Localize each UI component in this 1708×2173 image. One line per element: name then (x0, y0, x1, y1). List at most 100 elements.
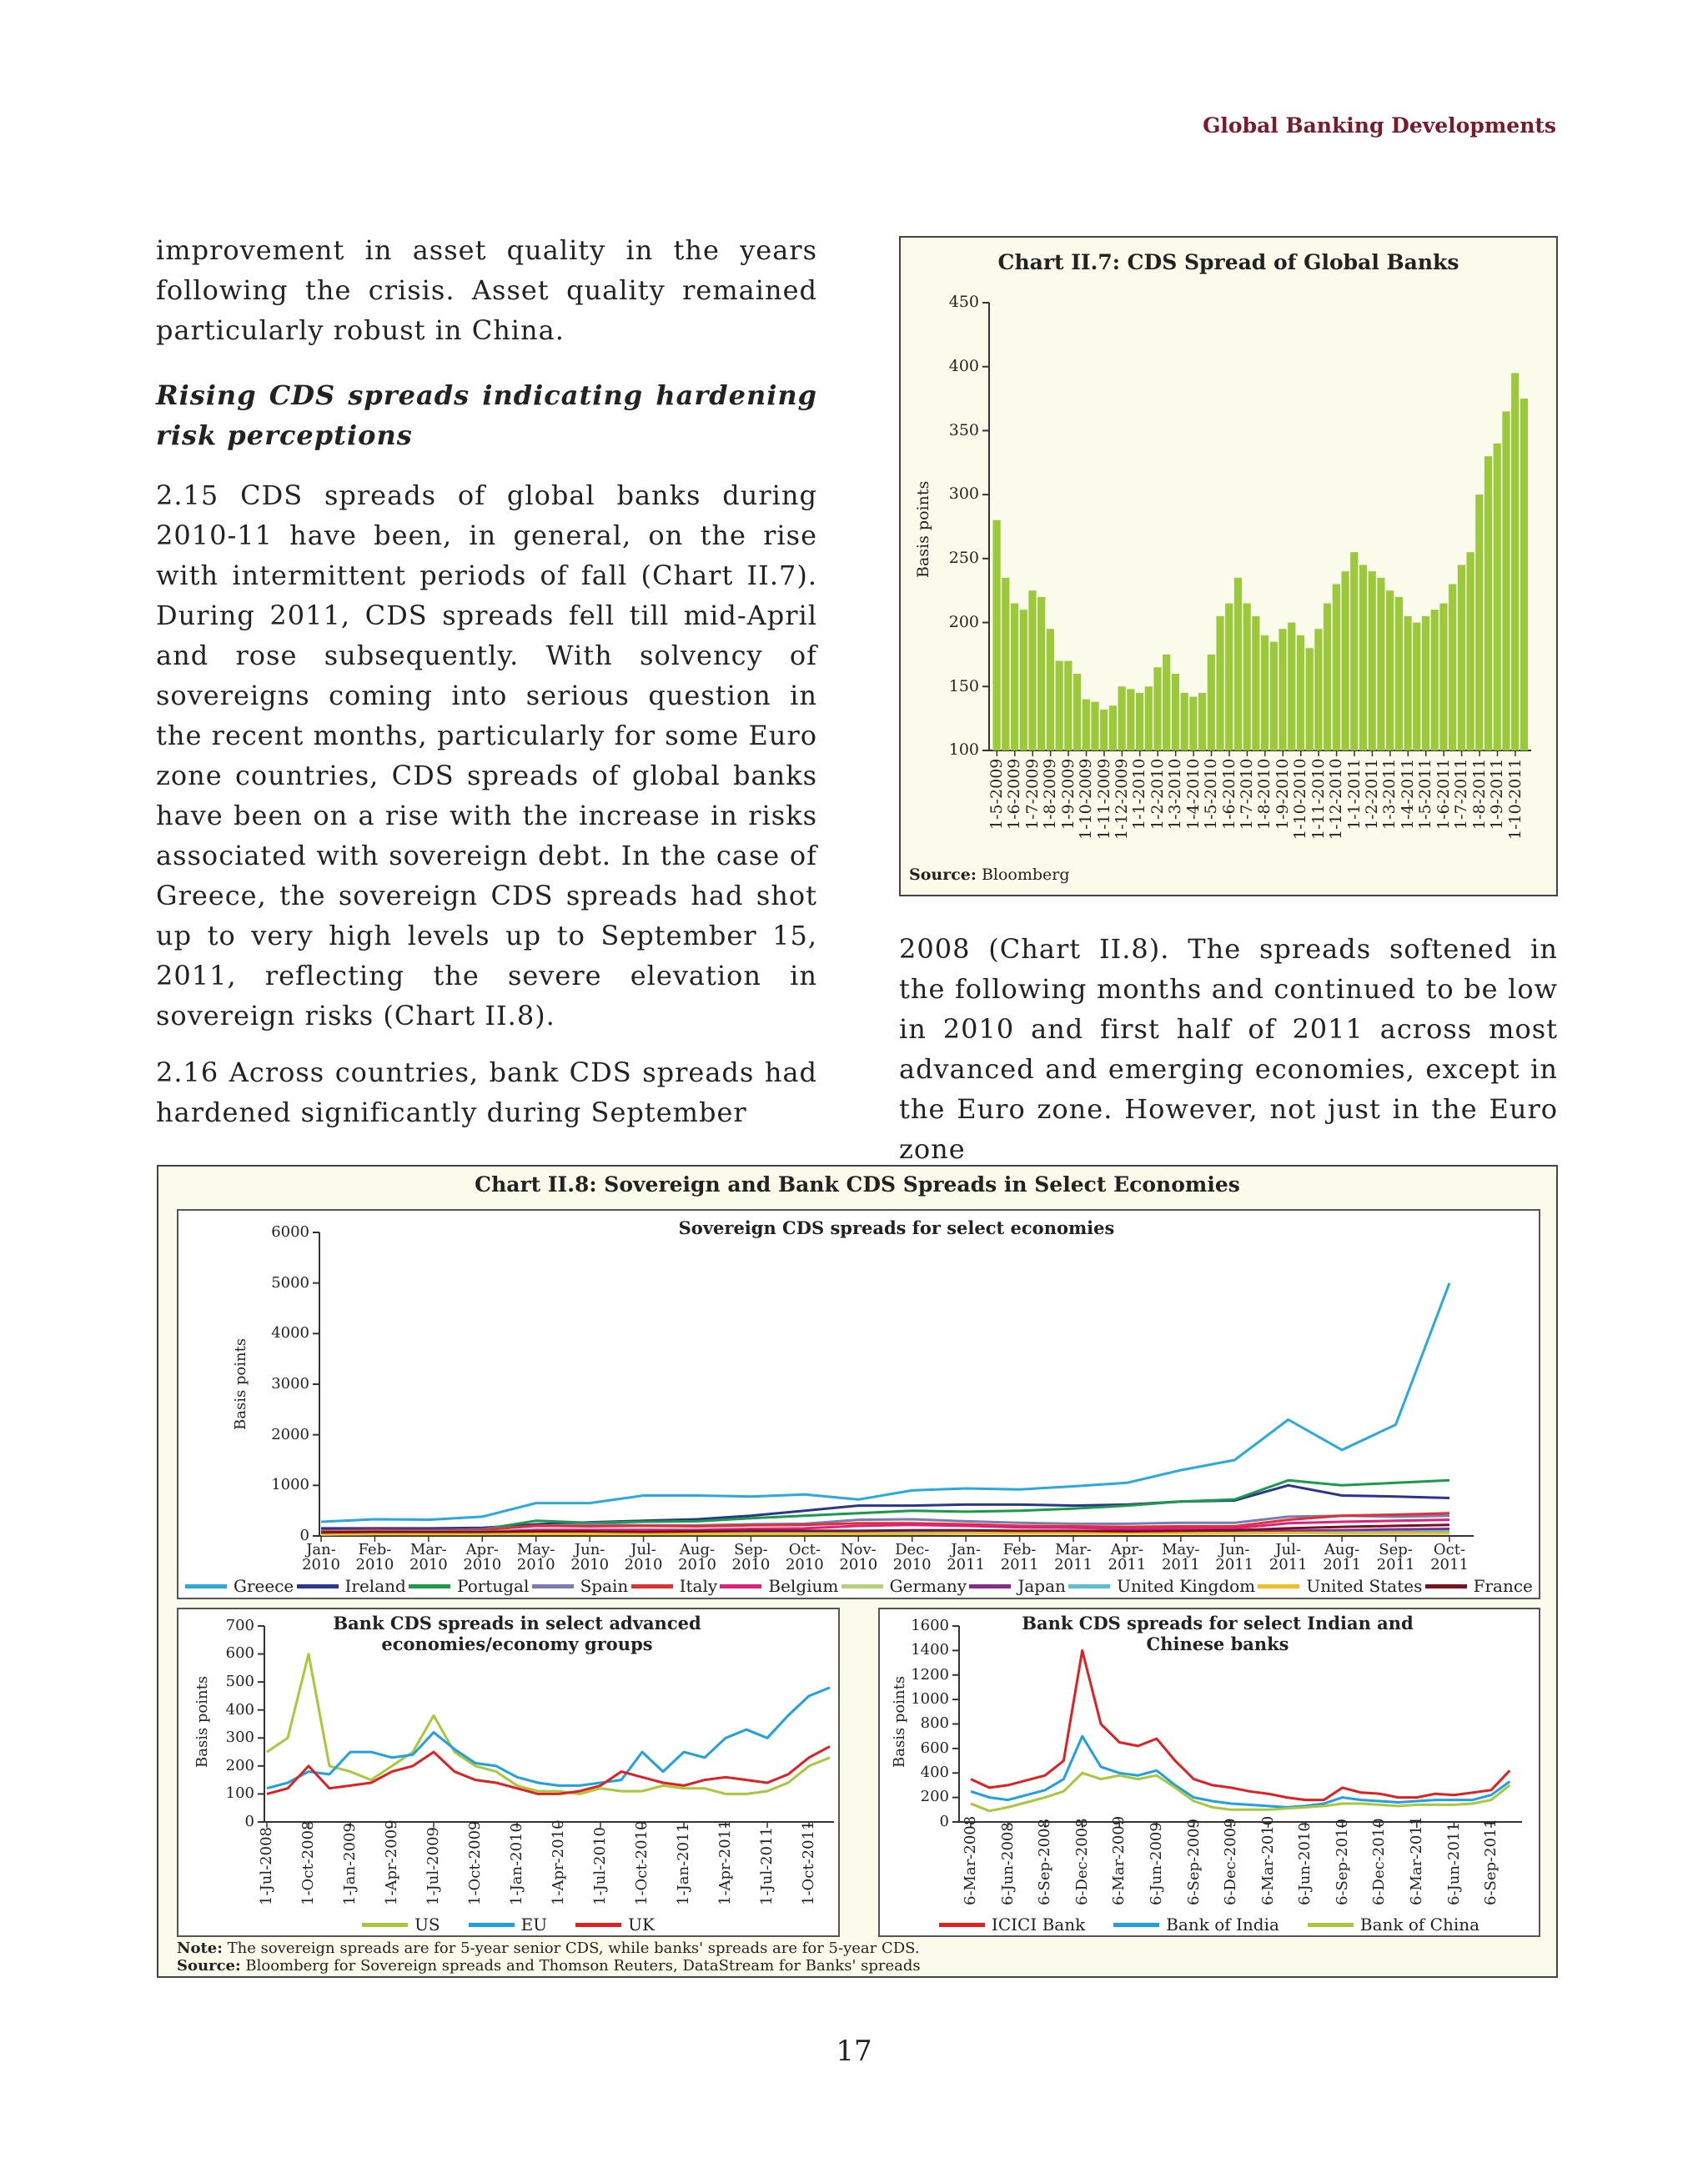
legend: ICICI Bank Bank of India Bank of China (878, 1915, 1540, 1935)
legend-swatch (1258, 1583, 1300, 1588)
y-tick-label: 5000 (271, 1273, 309, 1292)
x-tick-label: 6-Sep-2011 (1482, 1819, 1500, 1905)
x-tick-label: Jan-2010 (302, 1541, 340, 1573)
bar (1430, 610, 1439, 750)
x-tick-label: Feb-2011 (1000, 1541, 1039, 1573)
x-tick-label: 6-Jun-2008 (998, 1822, 1017, 1905)
y-tick-label: 450 (948, 293, 979, 312)
y-tick-label: 400 (948, 356, 979, 375)
x-tick-label: 6-Jun-2010 (1296, 1822, 1314, 1905)
section-heading: Rising CDS spreads indicating hardening … (156, 379, 817, 451)
bar (1127, 689, 1135, 750)
bar (1359, 565, 1368, 750)
x-tick-label: Feb-2010 (355, 1541, 394, 1573)
chart-subtitle: Bank CDS spreads for select Indian and C… (1022, 1613, 1414, 1654)
x-tick-label: 1-8-2011 (1469, 759, 1489, 831)
x-tick-label: 1-6-2009 (1005, 759, 1024, 831)
running-title: Global Banking Developments (1203, 113, 1556, 138)
y-tick-label: 4000 (271, 1324, 309, 1342)
x-tick-label: 1-10-2010 (1291, 759, 1310, 841)
bar (1010, 603, 1019, 750)
x-tick-label: 1-6-2011 (1434, 759, 1453, 831)
bar (1261, 635, 1269, 750)
legend-item: Bank of India (1113, 1915, 1279, 1935)
bar (1180, 692, 1188, 750)
legend-swatch (409, 1583, 451, 1588)
bar (992, 519, 1001, 750)
legend-label: Spain (580, 1576, 629, 1596)
x-tick-label: Oct-2010 (785, 1541, 824, 1573)
x-tick-label: 1-11-2009 (1094, 759, 1113, 841)
legend: US EU UK (177, 1915, 840, 1935)
legend-item: Belgium (720, 1576, 838, 1596)
bar (1278, 629, 1287, 750)
y-tick-label: 1600 (911, 1616, 949, 1634)
legend-swatch (841, 1583, 883, 1588)
legend-item: United States (1258, 1576, 1422, 1596)
legend-item: UK (575, 1915, 655, 1935)
x-tick-label: Sep-2010 (731, 1541, 771, 1573)
x-tick-label: 6-Mar-2009 (1110, 1815, 1128, 1905)
legend-label: UK (628, 1915, 655, 1935)
bar (1377, 577, 1385, 750)
x-tick-label: 6-Jun-2011 (1444, 1822, 1463, 1905)
legend-swatch (1068, 1583, 1111, 1588)
chart-title: Chart II.7: CDS Spread of Global Banks (997, 250, 1459, 274)
x-tick-label: 1-12-2009 (1112, 759, 1131, 841)
series-line (266, 1686, 831, 1790)
x-tick-label: Oct-2011 (1430, 1541, 1469, 1573)
y-tick-label: 2000 (271, 1425, 309, 1443)
bar (1350, 552, 1359, 750)
source-text: Bloomberg (981, 866, 1070, 884)
y-tick-label: 800 (920, 1714, 949, 1733)
x-tick-label: 1-Jul-2011 (758, 1827, 776, 1905)
legend-item: United Kingdom (1068, 1576, 1255, 1596)
legend-swatch (630, 1583, 673, 1588)
bar (1153, 667, 1162, 750)
x-tick-label: 1-Jan-2010 (508, 1823, 526, 1905)
bar (1439, 603, 1448, 750)
bar (1243, 603, 1251, 750)
bar (1233, 577, 1243, 750)
x-tick-label: 1-2-2011 (1363, 759, 1382, 831)
x-tick-label: 1-Oct-2009 (466, 1820, 485, 1906)
y-axis-label: Basis points (193, 1675, 211, 1769)
x-tick-label: 6-Jun-2009 (1148, 1822, 1166, 1905)
x-tick-label: May-2010 (516, 1541, 555, 1573)
x-tick-label: 6-Sep-2008 (1036, 1819, 1054, 1905)
x-tick-label: 1-12-2010 (1327, 759, 1346, 841)
legend-item: EU (468, 1915, 547, 1935)
bar (1135, 692, 1144, 750)
chart-panel (878, 1608, 1540, 1937)
y-tick-label: 200 (920, 1788, 949, 1806)
y-tick-label: 6000 (271, 1222, 309, 1241)
paragraph: improvement in asset quality in the year… (156, 234, 817, 346)
bar (1046, 629, 1055, 750)
x-tick-label: 1-Jan-2009 (341, 1823, 359, 1905)
source-text: Bloomberg for Sovereign spreads and Thom… (245, 1957, 921, 1975)
y-tick-label: 600 (225, 1644, 254, 1663)
bar (1118, 686, 1126, 750)
x-tick-label: 1-4-2010 (1183, 759, 1203, 831)
x-tick-label: 6-Sep-2010 (1333, 1819, 1351, 1905)
bar (1421, 615, 1430, 750)
x-tick-label: 1-5-2011 (1416, 759, 1435, 831)
x-tick-label: 1-Apr-2011 (716, 1819, 735, 1905)
x-tick-label: 1-10-2011 (1505, 759, 1525, 841)
x-tick-label: Jun-2011 (1215, 1541, 1254, 1573)
legend-item: Spain (531, 1576, 629, 1596)
legend-label: US (414, 1915, 440, 1935)
legend-item: Portugal (409, 1576, 529, 1596)
y-axis-label: Basis points (232, 1337, 249, 1431)
y-tick-label: 1200 (911, 1665, 949, 1684)
x-tick-label: Aug-2010 (678, 1541, 716, 1573)
x-tick-label: 6-Dec-2010 (1370, 1818, 1389, 1905)
bar (1324, 603, 1332, 750)
bar (1457, 565, 1465, 750)
x-tick-label: 1-7-2010 (1238, 759, 1257, 831)
x-tick-label: 1-6-2010 (1219, 759, 1238, 831)
x-tick-label: Mar-2011 (1054, 1541, 1093, 1573)
bar (1073, 673, 1082, 750)
x-tick-label: Jul-2010 (624, 1541, 663, 1573)
